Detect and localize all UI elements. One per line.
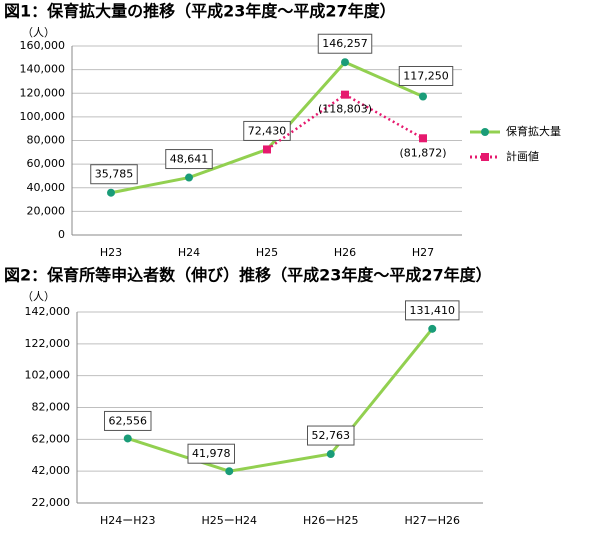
data-label: 72,430 bbox=[248, 124, 287, 137]
data-label-box bbox=[104, 410, 152, 431]
data-label-box bbox=[243, 120, 291, 141]
y-tick-label: 22,000 bbox=[32, 496, 71, 509]
point-marker bbox=[263, 145, 271, 154]
legend-marker bbox=[481, 128, 489, 136]
data-label-box bbox=[90, 164, 138, 185]
data-label: 52,763 bbox=[312, 429, 351, 442]
data-label: 41,978 bbox=[192, 447, 231, 460]
x-tick-label: H27 bbox=[412, 246, 434, 259]
x-tick-label: H23 bbox=[100, 246, 122, 259]
y-tick-label: 140,000 bbox=[20, 63, 66, 76]
series-line bbox=[127, 327, 434, 473]
y-tick-label: 20,000 bbox=[27, 204, 66, 217]
y-tick-label: 120,000 bbox=[20, 86, 66, 99]
y-tick-label: 160,000 bbox=[20, 39, 66, 52]
data-label: (118,803) bbox=[318, 103, 372, 116]
data-label-box bbox=[398, 65, 454, 86]
y-tick-label: 62,000 bbox=[32, 432, 71, 445]
x-tick-label: H26 bbox=[334, 246, 356, 259]
y-tick-label: 100,000 bbox=[20, 110, 66, 123]
y-tick-label: 42,000 bbox=[32, 464, 71, 477]
data-label: 62,556 bbox=[109, 414, 148, 427]
x-tick-label: H25ーH24 bbox=[201, 514, 257, 527]
data-label-box bbox=[405, 300, 460, 321]
y-tick-label: 80,000 bbox=[27, 134, 66, 147]
point-marker bbox=[107, 188, 115, 197]
y-tick-label: 122,000 bbox=[25, 337, 71, 350]
y-tick-label: 0 bbox=[58, 228, 65, 241]
legend-marker bbox=[481, 153, 489, 161]
y-tick-label: 40,000 bbox=[27, 181, 66, 194]
point-marker bbox=[419, 92, 427, 101]
y-axis-unit: （人） bbox=[22, 290, 55, 303]
y-tick-label: 102,000 bbox=[25, 369, 71, 382]
data-label: 35,785 bbox=[95, 168, 134, 181]
data-label: 131,410 bbox=[410, 304, 456, 317]
chart-title: 図2：保育所等申込者数（伸び）推移（平成23年度～平成27年度） bbox=[4, 266, 492, 285]
x-tick-label: H24ーH23 bbox=[100, 514, 156, 527]
y-tick-label: 82,000 bbox=[32, 401, 71, 414]
data-label-box bbox=[187, 443, 235, 464]
data-label-box bbox=[165, 149, 213, 170]
x-tick-label: H26ーH25 bbox=[303, 514, 359, 527]
legend-label: 計画値 bbox=[506, 149, 539, 163]
y-tick-label: 60,000 bbox=[27, 157, 66, 170]
point-marker bbox=[123, 434, 132, 443]
x-tick-label: H24 bbox=[178, 246, 200, 259]
data-label: 146,257 bbox=[322, 37, 368, 50]
data-label: 117,250 bbox=[403, 69, 449, 82]
data-label: 48,641 bbox=[170, 153, 209, 166]
point-marker bbox=[341, 90, 349, 99]
chart-title: 図1：保育拡大量の推移（平成23年度～平成27年度） bbox=[4, 2, 396, 21]
point-marker bbox=[428, 324, 437, 333]
x-tick-label: H27ーH26 bbox=[404, 514, 460, 527]
point-marker bbox=[326, 450, 335, 459]
point-marker bbox=[225, 467, 234, 476]
data-label-box bbox=[307, 425, 355, 446]
data-label: (81,872) bbox=[399, 146, 446, 159]
y-axis-unit: （人） bbox=[22, 26, 55, 39]
point-marker bbox=[341, 58, 349, 67]
data-label-box bbox=[317, 33, 373, 54]
point-marker bbox=[185, 173, 193, 182]
y-tick-label: 142,000 bbox=[25, 305, 71, 318]
point-marker bbox=[419, 134, 427, 143]
legend-label: 保育拡大量 bbox=[506, 124, 561, 138]
x-tick-label: H25 bbox=[256, 246, 278, 259]
